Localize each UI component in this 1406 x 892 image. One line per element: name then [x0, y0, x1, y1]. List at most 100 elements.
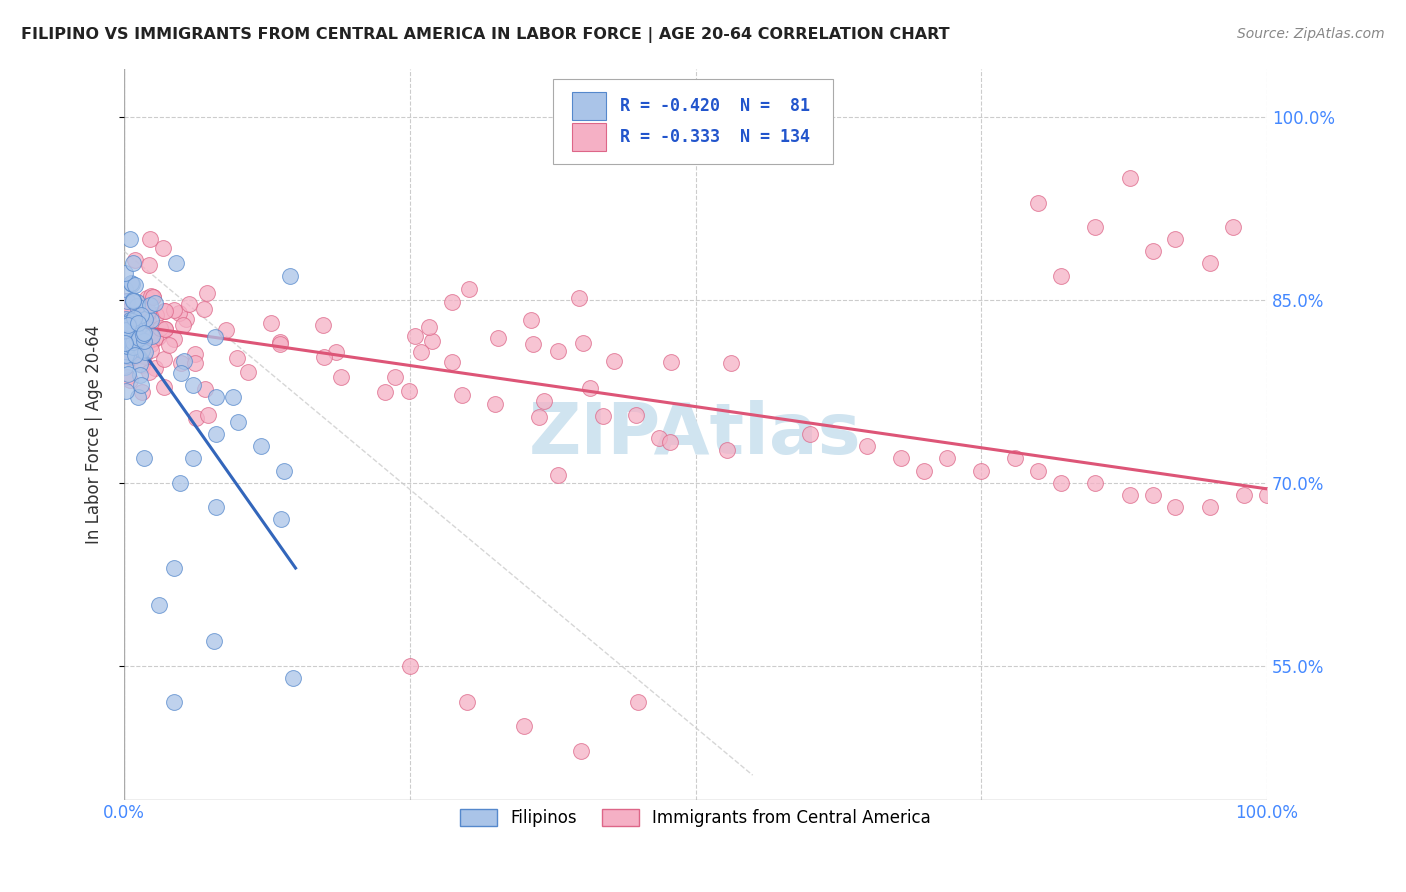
Point: [165, 256, 187, 270]
Point: [603, 354, 626, 368]
Point: [114, 359, 136, 374]
Text: Source: ZipAtlas.com: Source: ZipAtlas.com: [1237, 27, 1385, 41]
Point: [236, 365, 259, 379]
Point: [163, 302, 186, 317]
Point: [1084, 475, 1107, 490]
Point: [124, 320, 146, 334]
Point: [124, 311, 146, 326]
Point: [226, 351, 249, 365]
Point: [592, 409, 614, 424]
Point: [117, 367, 139, 381]
Point: [404, 329, 426, 343]
Point: [513, 719, 536, 733]
Point: [129, 368, 152, 382]
Point: [131, 308, 153, 322]
Bar: [572, 92, 606, 120]
Point: [153, 304, 176, 318]
Point: [132, 297, 155, 311]
Point: [409, 345, 432, 359]
Point: [153, 304, 176, 318]
Point: [1050, 475, 1073, 490]
Legend: Filipinos, Immigrants from Central America: Filipinos, Immigrants from Central Ameri…: [451, 800, 939, 835]
Point: [118, 351, 141, 365]
Point: [457, 281, 479, 295]
Point: [912, 464, 935, 478]
Point: [1198, 500, 1220, 515]
Point: [181, 451, 204, 466]
Point: [124, 278, 146, 293]
Point: [139, 232, 162, 246]
Point: [139, 313, 162, 327]
Point: [527, 410, 550, 425]
Point: [141, 337, 163, 351]
Point: [659, 355, 682, 369]
Point: [115, 339, 138, 353]
Point: [127, 317, 149, 331]
Point: [127, 320, 149, 334]
Point: [122, 350, 145, 364]
Point: [441, 295, 464, 310]
Point: [115, 293, 138, 308]
Text: ZIPAtlas: ZIPAtlas: [529, 400, 862, 468]
Point: [122, 345, 145, 359]
Point: [138, 258, 160, 272]
Point: [121, 293, 143, 308]
Point: [273, 464, 295, 478]
Point: [1164, 500, 1187, 515]
Point: [136, 309, 159, 323]
Point: [197, 409, 219, 423]
Point: [131, 378, 153, 392]
Point: [1119, 171, 1142, 186]
Point: [486, 331, 509, 345]
Text: R = -0.333  N = 134: R = -0.333 N = 134: [620, 128, 810, 146]
Point: [578, 381, 600, 395]
Point: [1256, 488, 1278, 502]
Point: [131, 343, 153, 358]
Point: [163, 561, 186, 575]
Point: [970, 464, 993, 478]
Point: [141, 329, 163, 343]
Point: [890, 451, 912, 466]
Point: [184, 411, 207, 425]
Point: [118, 232, 141, 246]
Point: [1028, 464, 1050, 478]
Point: [170, 356, 193, 370]
FancyBboxPatch shape: [553, 79, 832, 163]
Point: [269, 337, 291, 351]
Point: [138, 333, 160, 347]
Point: [131, 328, 153, 343]
Point: [374, 384, 396, 399]
Point: [1164, 232, 1187, 246]
Point: [568, 291, 591, 305]
Point: [141, 289, 163, 303]
Point: [204, 391, 226, 405]
Point: [115, 384, 138, 398]
Point: [125, 334, 148, 348]
Point: [124, 309, 146, 323]
Point: [1222, 219, 1244, 234]
Point: [935, 451, 957, 466]
Point: [1084, 219, 1107, 234]
Point: [121, 314, 143, 328]
Point: [131, 385, 153, 400]
Point: [204, 329, 226, 343]
Point: [132, 451, 155, 466]
Point: [121, 335, 143, 350]
Point: [142, 290, 165, 304]
Point: [136, 312, 159, 326]
Point: [146, 330, 169, 344]
Point: [115, 294, 138, 309]
Point: [451, 388, 474, 402]
Point: [131, 359, 153, 373]
Point: [120, 373, 142, 387]
Point: [163, 695, 186, 709]
Point: [128, 322, 150, 336]
Point: [193, 301, 215, 316]
Point: [173, 354, 195, 368]
Point: [117, 318, 139, 333]
Point: [117, 301, 139, 315]
Point: [121, 277, 143, 291]
Point: [121, 318, 143, 333]
Point: [135, 291, 157, 305]
Point: [148, 598, 170, 612]
